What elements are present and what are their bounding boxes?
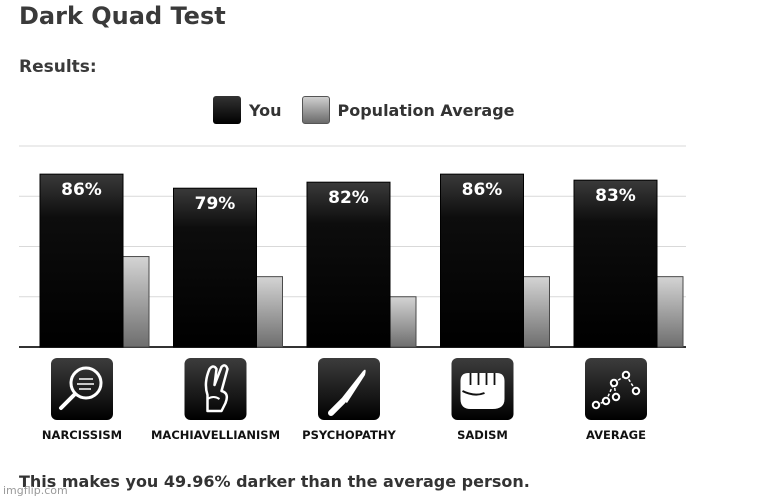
bar-you bbox=[573, 179, 658, 348]
bar-value-label: 86% bbox=[61, 180, 102, 200]
bar-population bbox=[656, 276, 684, 348]
icon-tile bbox=[184, 358, 247, 420]
bar-population bbox=[122, 256, 150, 348]
legend-swatch-population bbox=[301, 96, 330, 124]
bar-chart: 86% 79% 82% 86% 83% NARCISSISM MACHIAVELLIANI… bbox=[19, 145, 686, 442]
legend-label-population: Population Average bbox=[337, 100, 515, 120]
legend-item-you: You bbox=[213, 96, 282, 124]
bar-you bbox=[440, 173, 524, 348]
bar-population bbox=[523, 276, 550, 348]
bar-value-label: 82% bbox=[328, 188, 369, 208]
bar-population bbox=[389, 296, 417, 348]
bar-you bbox=[306, 181, 391, 348]
summary-text: This makes you 49.96% darker than the av… bbox=[19, 472, 530, 491]
bar-value-label: 83% bbox=[595, 186, 636, 206]
category-label: NARCISSISM bbox=[42, 428, 122, 442]
watermark: imgflip.com bbox=[3, 484, 68, 497]
page-title: Dark Quad Test bbox=[19, 2, 226, 30]
bar-you bbox=[39, 173, 124, 348]
knife-icon bbox=[328, 369, 366, 416]
category-label: SADISM bbox=[457, 428, 508, 442]
bar-value-label: 86% bbox=[462, 180, 503, 200]
legend-label-you: You bbox=[249, 100, 282, 120]
results-heading: Results: bbox=[19, 57, 97, 77]
bar-population bbox=[256, 276, 283, 348]
category-label: AVERAGE bbox=[586, 428, 646, 442]
category-label: PSYCHOPATHY bbox=[302, 428, 396, 442]
chart-legend: You Population Average bbox=[213, 96, 535, 124]
bar-value-label: 79% bbox=[195, 194, 236, 214]
constellation-icon bbox=[591, 370, 641, 410]
category-label: MACHIAVELLIANISM bbox=[151, 428, 280, 442]
fist-icon bbox=[460, 373, 505, 409]
legend-swatch-you bbox=[213, 96, 241, 124]
crossed-fingers-icon bbox=[204, 364, 229, 413]
bar-you bbox=[173, 187, 257, 348]
icon-tile bbox=[585, 358, 647, 420]
legend-item-population: Population Average bbox=[301, 96, 515, 124]
mirror-icon bbox=[59, 366, 103, 410]
